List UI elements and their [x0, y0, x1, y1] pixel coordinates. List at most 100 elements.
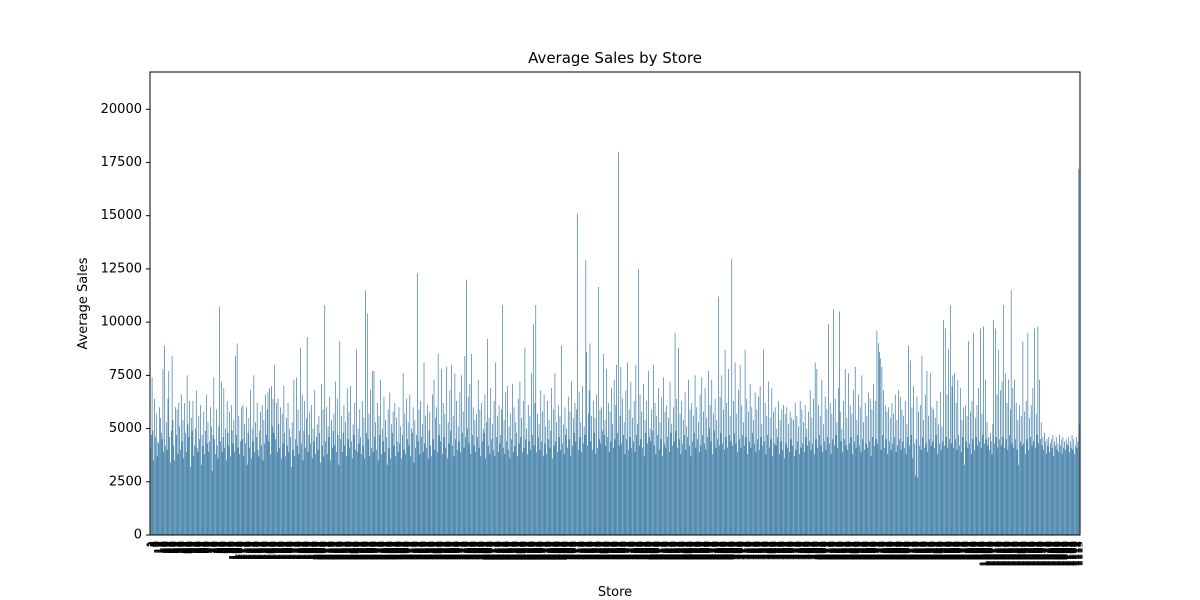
x-tick-label: 1045	[1016, 541, 1027, 566]
x-tick-label: 287	[384, 541, 395, 560]
x-tick-label: 607	[651, 541, 662, 560]
x-tick-label: 68	[201, 541, 212, 554]
bar	[522, 400, 524, 535]
bar	[937, 454, 939, 535]
bar	[701, 377, 703, 535]
x-tick-label: 220	[328, 541, 339, 560]
x-tick-label: 663	[698, 541, 709, 560]
bar	[782, 449, 783, 535]
bar	[929, 439, 930, 535]
bar	[1038, 443, 1040, 535]
x-tick-label: 424	[498, 541, 509, 560]
bar	[160, 432, 162, 535]
x-tick-label: 1110	[1070, 541, 1081, 566]
bar	[975, 437, 977, 535]
bar	[792, 445, 793, 535]
x-tick-label: 622	[663, 541, 674, 560]
x-tick-label: 695	[724, 541, 735, 560]
bar	[404, 413, 406, 535]
bar	[532, 324, 534, 535]
x-tick-label: 503	[564, 541, 575, 560]
x-tick-label: 682	[713, 541, 724, 560]
x-tick-label: 600	[645, 541, 656, 560]
bar	[292, 449, 294, 535]
bar	[565, 434, 567, 535]
bar	[547, 439, 549, 535]
x-tick-labels: 1234567891011121314151617181920212223242…	[145, 541, 1085, 566]
bar	[1076, 447, 1078, 535]
bar	[643, 383, 644, 535]
x-tick-label: 412	[488, 541, 499, 560]
x-tick-label: 86	[216, 541, 227, 554]
x-tick-label: 789	[803, 541, 814, 560]
x-tick-label: 166	[283, 541, 294, 560]
bar	[1045, 441, 1046, 535]
x-tick-label: 305	[399, 541, 410, 560]
bar	[738, 390, 739, 535]
bar	[771, 388, 773, 535]
x-tick-label: 355	[441, 541, 452, 560]
bar	[684, 392, 686, 535]
x-tick-label: 180	[295, 541, 306, 560]
bar	[1055, 445, 1056, 535]
bar	[1056, 449, 1058, 535]
bar	[756, 409, 758, 535]
bar	[746, 398, 748, 535]
x-tick-label: 386	[467, 541, 478, 560]
bar	[620, 366, 622, 535]
bar	[178, 403, 180, 535]
x-tick-label: 62	[196, 541, 207, 554]
bar	[190, 466, 191, 535]
x-tick-label: 1071	[1038, 541, 1049, 566]
x-tick-label: 360	[445, 541, 456, 560]
x-tick-label: 16	[158, 541, 169, 554]
bar	[180, 449, 181, 535]
bar	[563, 454, 565, 535]
x-tick-label: 283	[381, 541, 392, 560]
bar	[1036, 434, 1038, 535]
bar	[804, 405, 806, 535]
bar	[365, 290, 366, 535]
bar	[448, 443, 450, 535]
bar	[236, 343, 238, 535]
x-tick-label: 1050	[1020, 541, 1031, 566]
x-tick-label: 320	[411, 541, 422, 560]
bar	[336, 451, 337, 535]
x-tick-label: 632	[672, 541, 683, 560]
x-tick-label: 483	[547, 541, 558, 560]
bar	[385, 420, 386, 535]
x-tick-label: 940	[929, 541, 940, 560]
x-tick-label: 255	[357, 541, 368, 560]
bar	[396, 417, 397, 535]
bar	[482, 441, 483, 535]
bar	[979, 328, 981, 535]
x-tick-label: 1060	[1029, 541, 1040, 566]
bar	[206, 443, 208, 535]
bar	[964, 464, 965, 535]
x-tick-label: 553	[606, 541, 617, 560]
bar	[910, 434, 912, 535]
bar	[337, 434, 339, 535]
bar	[669, 381, 671, 535]
x-tick-label: 683	[714, 541, 725, 560]
bar	[659, 422, 661, 535]
bar	[1059, 434, 1060, 535]
bar	[302, 460, 304, 535]
bar	[425, 415, 426, 535]
x-tick-label: 614	[657, 541, 668, 560]
bar	[226, 400, 228, 535]
bar	[649, 428, 651, 535]
bar	[502, 305, 503, 535]
x-tick-label: 209	[319, 541, 330, 560]
x-tick-label: 212	[321, 541, 332, 560]
x-tick-label: 440	[512, 541, 523, 560]
bar	[812, 443, 814, 535]
bar	[860, 451, 862, 535]
x-tick-label: 413	[489, 541, 500, 560]
x-tick-label: 874	[874, 541, 885, 560]
x-tick-label: 184	[298, 541, 309, 560]
x-tick-label: 510	[570, 541, 581, 560]
bar	[215, 454, 216, 535]
x-tick-label: 58	[193, 541, 204, 554]
bar	[479, 409, 481, 535]
